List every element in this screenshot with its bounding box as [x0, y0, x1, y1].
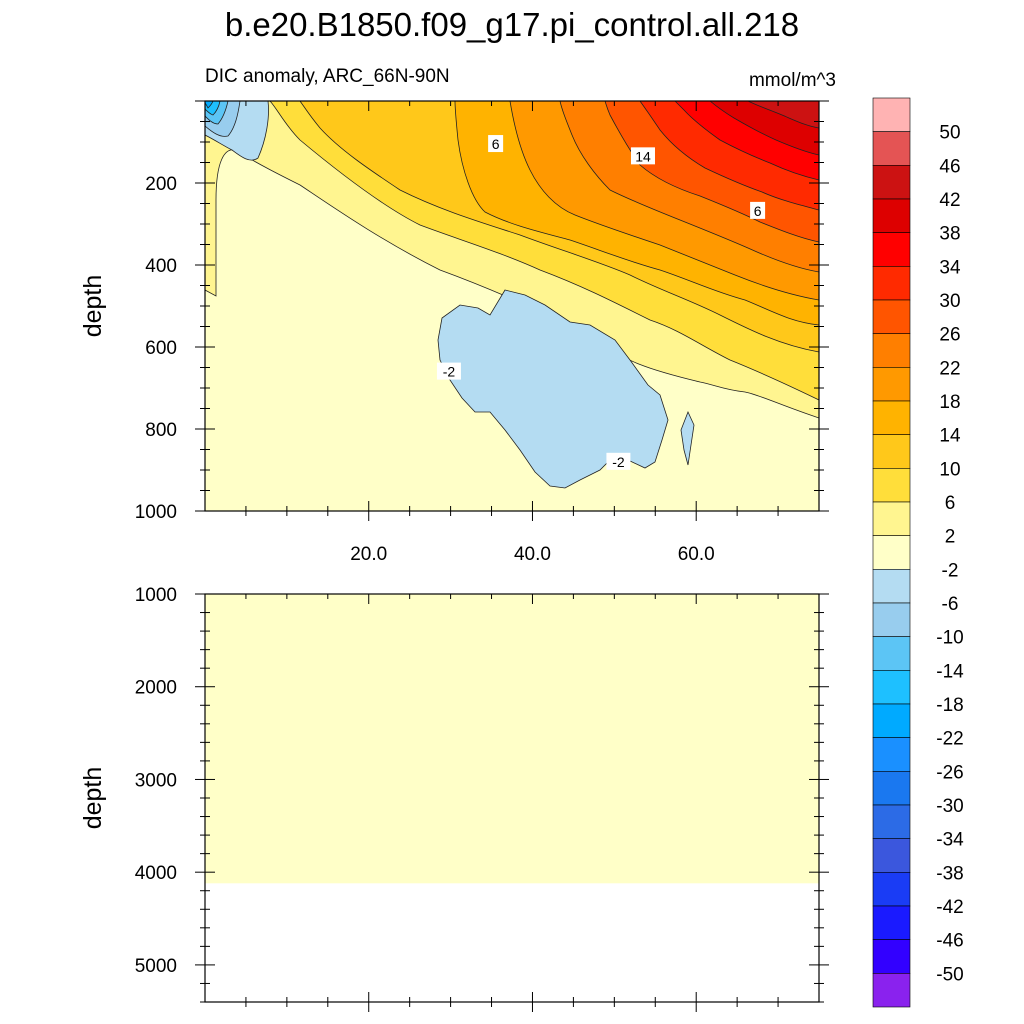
colorbar-label: -34	[936, 830, 964, 851]
subtitle-left: DIC anomaly, ARC_66N-90N	[205, 66, 450, 87]
blob-minus2-mid	[437, 289, 669, 489]
colorbar-swatch	[872, 367, 911, 402]
colorbar-label: -6	[942, 594, 959, 615]
colorbar-swatch	[872, 400, 911, 435]
upper-panel: 20.0 40.0 60.0 200 400 600 800 1000 6 14 6 -2 -2 de…	[79, 100, 829, 565]
upper-ytick-label: 600	[145, 338, 177, 359]
colorbar-swatch	[872, 636, 911, 671]
colorbar-swatch	[872, 973, 911, 1008]
upper-xtick-label: 60.0	[678, 544, 715, 565]
colorbar-label: 46	[939, 156, 960, 177]
colorbar-label: 22	[939, 358, 960, 379]
contour-label: 6	[492, 136, 500, 152]
contour-label: 14	[635, 148, 651, 164]
contour-label-bg	[630, 147, 655, 165]
colorbar-swatch	[872, 670, 911, 705]
colorbar-swatch	[872, 602, 911, 637]
colorbar-label: -2	[942, 560, 959, 581]
colorbar-label: 2	[945, 527, 956, 548]
colorbar-swatch	[872, 771, 911, 806]
colorbar-label: 14	[939, 426, 961, 447]
lower-ytick-label: 4000	[135, 863, 177, 884]
lower-ylabel: depth	[79, 767, 107, 830]
contour-label-bg	[436, 362, 461, 380]
colorbar-swatch	[872, 232, 911, 267]
colorbar-swatch	[872, 468, 911, 503]
colorbar-label: -26	[936, 762, 963, 783]
upper-ylabel: depth	[79, 275, 107, 338]
contour-label: 6	[754, 203, 762, 219]
colorbar-label: -14	[936, 661, 964, 682]
colorbar-swatch	[872, 434, 911, 469]
contour-label-bg	[606, 452, 631, 470]
units-label: mmol/m^3	[749, 70, 836, 91]
colorbar-label: -38	[936, 863, 963, 884]
upper-xtick-label: 20.0	[350, 544, 387, 565]
lower-fill	[205, 594, 819, 884]
upper-ytick-label: 200	[145, 174, 177, 195]
colorbar-swatch	[872, 939, 911, 974]
colorbar-label: 18	[939, 392, 960, 413]
colorbar-swatch	[872, 165, 911, 200]
lower-ytick-label: 1000	[135, 585, 177, 606]
lower-ytick-label: 5000	[135, 956, 177, 977]
colorbar-swatch	[872, 569, 911, 604]
colorbar-label: 26	[939, 325, 960, 346]
contour-label: -2	[612, 454, 625, 470]
colorbar-swatch	[872, 299, 911, 334]
chart-title: b.e20.B1850.f09_g17.pi_control.all.218	[225, 6, 799, 43]
colorbar-label: -50	[936, 964, 963, 985]
upper-ticks: 20.0 40.0 60.0 200 400 600 800 1000	[135, 100, 829, 565]
colorbar-swatch	[872, 97, 911, 132]
colorbar-label: 10	[939, 459, 960, 480]
upper-ytick-label: 1000	[135, 502, 177, 523]
colorbar-label: 30	[939, 291, 960, 312]
colorbar-label: -42	[936, 897, 963, 918]
upper-xtick-label: 40.0	[514, 544, 551, 565]
lower-ytick-label: 3000	[135, 770, 177, 791]
colorbar-swatch	[872, 131, 911, 166]
colorbar-swatch	[872, 501, 911, 536]
colorbar-label: 6	[945, 493, 956, 514]
colorbar-label: 50	[939, 123, 960, 144]
band-42-to-46	[747, 101, 819, 129]
blob-minus2-small	[680, 410, 695, 466]
colorbar-label: -10	[936, 628, 963, 649]
lower-ytick-label: 2000	[135, 678, 177, 699]
colorbar-swatch	[872, 872, 911, 907]
colorbar-label: 42	[939, 190, 960, 211]
colorbar-label: 38	[939, 224, 960, 245]
colorbar-label: -30	[936, 796, 963, 817]
upper-ytick-label: 400	[145, 256, 177, 277]
colorbar-label: -22	[936, 729, 963, 750]
contour-label: -2	[443, 364, 456, 380]
colorbar-swatch	[872, 535, 911, 570]
colorbar-swatch	[872, 804, 911, 839]
colorbar-swatch	[872, 838, 911, 873]
colorbar: 50 46 42 38 34 30 26 22 18 14 10 6 2 -2 -6 -10 -14 -18 -22…	[872, 97, 964, 1008]
lower-ticks: 1000 2000 3000 4000 5000	[135, 585, 829, 1012]
colorbar-swatch	[872, 703, 911, 738]
colorbar-swatch	[872, 333, 911, 368]
colorbar-swatch	[872, 266, 911, 301]
contour-label-bg	[488, 135, 504, 153]
colorbar-label: -18	[936, 695, 963, 716]
band-minus22-to-minus18-surface	[205, 101, 214, 109]
colorbar-label: -46	[936, 931, 963, 952]
colorbar-swatch	[872, 737, 911, 772]
lower-panel: 1000 2000 3000 4000 5000 depth	[79, 585, 829, 1012]
colorbar-label: 34	[939, 257, 961, 278]
upper-ytick-label: 800	[145, 420, 177, 441]
upper-contour-fill	[205, 101, 819, 511]
contour-label-bg	[750, 201, 766, 219]
colorbar-swatch	[872, 905, 911, 940]
upper-contour-labels: 6 14 6 -2 -2	[436, 135, 766, 470]
colorbar-swatch	[872, 198, 911, 233]
